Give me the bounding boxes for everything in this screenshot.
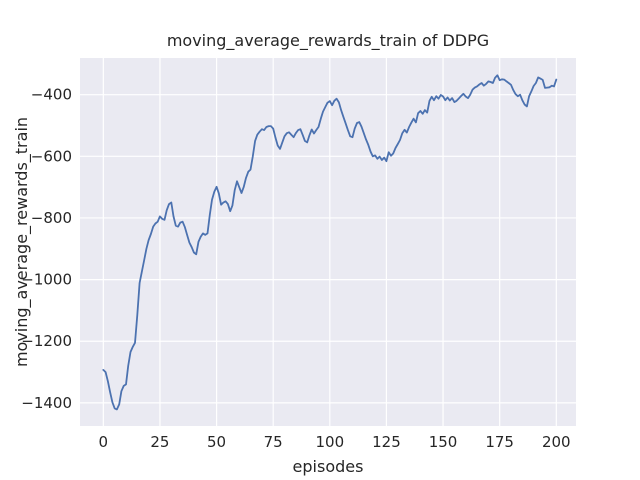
x-tick-label: 175 (485, 433, 514, 451)
y-tick-label: −400 (31, 86, 72, 104)
y-axis-label: moving_average_rewards_train (12, 116, 31, 368)
x-tick-label: 200 (542, 433, 571, 451)
x-tick-label: 100 (315, 433, 344, 451)
x-tick-label: 125 (372, 433, 401, 451)
x-tick-label: 50 (207, 433, 226, 451)
y-tick-label: −1000 (21, 271, 72, 289)
series-line (102, 74, 558, 411)
x-tick-label: 0 (99, 433, 109, 451)
x-axis-label: episodes (292, 457, 364, 476)
x-tick-label: 25 (150, 433, 169, 451)
y-tick-label: −800 (31, 209, 72, 227)
plot-background (80, 58, 576, 426)
x-tick-label: 150 (429, 433, 458, 451)
chart-title: moving_average_rewards_train of DDPG (166, 31, 490, 50)
y-tick-label: −600 (31, 147, 72, 165)
y-tick-label: −1400 (21, 394, 72, 412)
x-tick-label: 75 (264, 433, 283, 451)
y-tick-label: −1200 (21, 332, 72, 350)
